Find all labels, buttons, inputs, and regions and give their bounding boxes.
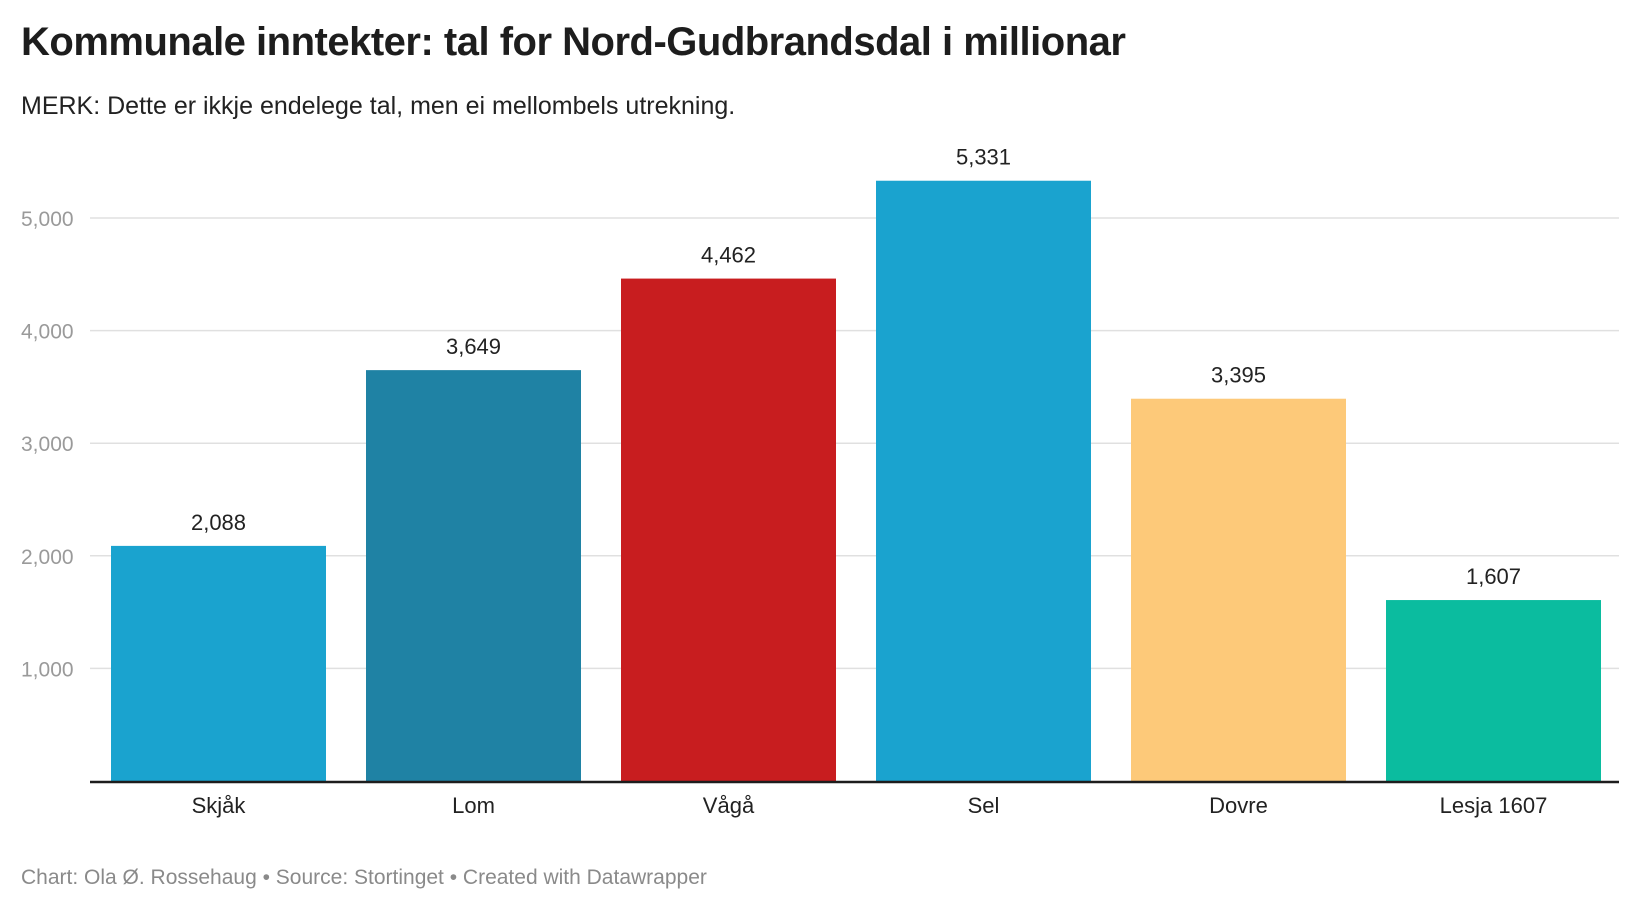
y-tick-label: 1,000 <box>21 658 74 681</box>
bar <box>1131 398 1346 781</box>
x-tick-label: Skjåk <box>192 793 247 818</box>
chart-subtitle: MERK: Dette er ikkje endelege tal, men e… <box>21 92 736 120</box>
data-label: 3,395 <box>1211 363 1266 388</box>
data-label: 5,331 <box>956 145 1011 170</box>
x-tick-label: Vågå <box>703 793 755 818</box>
x-tick-label: Dovre <box>1209 793 1268 818</box>
y-tick-label: 4,000 <box>21 321 74 344</box>
bar <box>621 278 836 781</box>
x-tick-label: Lom <box>452 793 495 818</box>
bar <box>876 180 1091 782</box>
bar <box>111 545 326 781</box>
y-tick-label: 2,000 <box>21 546 74 569</box>
bar <box>366 370 581 781</box>
data-label: 1,607 <box>1466 564 1521 589</box>
data-label: 2,088 <box>191 510 246 535</box>
data-label: 3,649 <box>446 334 501 359</box>
y-tick-label: 5,000 <box>21 208 74 231</box>
y-tick-label: 3,000 <box>21 433 74 456</box>
chart-footer: Chart: Ola Ø. Rossehaug • Source: Storti… <box>21 866 707 889</box>
data-label: 4,462 <box>701 243 756 268</box>
x-tick-label: Sel <box>968 793 1000 818</box>
bar <box>1386 600 1601 781</box>
chart-title: Kommunale inntekter: tal for Nord-Gudbra… <box>21 20 1126 64</box>
x-tick-label: Lesja 1607 <box>1440 793 1548 818</box>
